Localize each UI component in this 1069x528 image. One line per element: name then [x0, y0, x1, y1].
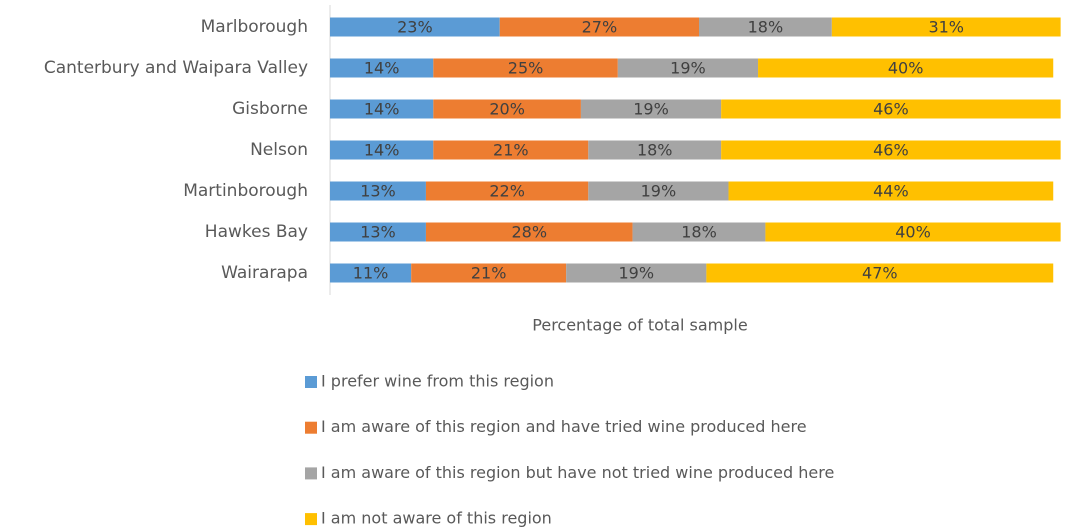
- legend-label: I am aware of this region but have not t…: [321, 463, 834, 482]
- legend-swatch: [305, 376, 317, 388]
- y-tick-label: Marlborough: [201, 17, 308, 37]
- data-label: 31%: [928, 18, 964, 37]
- data-label: 21%: [471, 264, 507, 283]
- data-label: 18%: [748, 18, 784, 37]
- bar-segment: [617, 58, 759, 78]
- y-tick-label: Martinborough: [183, 181, 308, 201]
- data-label: 14%: [364, 59, 400, 78]
- bar-segment: [411, 263, 567, 283]
- data-label: 46%: [873, 100, 909, 119]
- bar-segment: [330, 222, 426, 242]
- bar-segment: [632, 222, 766, 242]
- bar-segment: [425, 181, 589, 201]
- bar-segment: [425, 222, 633, 242]
- bar-segment: [499, 17, 699, 37]
- bar-segment: [706, 263, 1054, 283]
- legend-label: I am aware of this region and have tried…: [321, 417, 807, 436]
- bar-segment: [580, 99, 722, 119]
- data-label: 21%: [493, 141, 529, 160]
- bar-segment: [330, 17, 500, 37]
- data-label: 40%: [895, 223, 931, 242]
- data-label: 19%: [618, 264, 654, 283]
- data-label: 18%: [637, 141, 673, 160]
- bar-segment: [765, 222, 1061, 242]
- data-label: 19%: [633, 100, 669, 119]
- data-label: 28%: [511, 223, 547, 242]
- data-label: 18%: [681, 223, 717, 242]
- data-label: 13%: [360, 182, 396, 201]
- data-label: 14%: [364, 100, 400, 119]
- bar-segment: [699, 17, 832, 37]
- x-axis-title: Percentage of total sample: [532, 316, 747, 335]
- bar-segment: [831, 17, 1061, 37]
- data-label: 19%: [670, 59, 706, 78]
- data-label: 44%: [873, 182, 909, 201]
- y-tick-label: Hawkes Bay: [205, 222, 308, 242]
- data-label: 20%: [489, 100, 525, 119]
- bar-segment: [330, 99, 434, 119]
- data-label: 46%: [873, 141, 909, 160]
- bar-segment: [758, 58, 1054, 78]
- bar-segment: [433, 140, 589, 160]
- y-tick-label: Wairarapa: [221, 263, 308, 283]
- legend-swatch: [305, 513, 317, 526]
- data-label: 47%: [862, 264, 898, 283]
- bar-segment: [330, 181, 426, 201]
- bar-segment: [330, 58, 434, 78]
- data-label: 22%: [489, 182, 525, 201]
- bar-segment: [433, 99, 581, 119]
- bar-segment: [728, 181, 1054, 201]
- y-tick-label: Nelson: [250, 140, 308, 160]
- y-tick-label: Gisborne: [232, 99, 308, 119]
- legend-swatch: [305, 421, 317, 434]
- bar-segment: [721, 140, 1061, 160]
- data-label: 19%: [641, 182, 677, 201]
- data-label: 40%: [888, 59, 924, 78]
- data-label: 23%: [397, 18, 433, 37]
- data-label: 25%: [508, 59, 544, 78]
- data-label: 27%: [582, 18, 618, 37]
- bar-segment: [588, 140, 722, 160]
- data-label: 14%: [364, 141, 400, 160]
- bar-segment: [588, 181, 729, 201]
- bar-segment: [566, 263, 707, 283]
- y-tick-label: Canterbury and Waipara Valley: [44, 58, 308, 78]
- data-label: 13%: [360, 223, 396, 242]
- legend-label: I prefer wine from this region: [321, 372, 554, 391]
- bar-segment: [433, 58, 618, 78]
- data-label: 11%: [353, 264, 389, 283]
- legend-label: I am not aware of this region: [321, 509, 552, 528]
- bar-segment: [330, 140, 434, 160]
- bar-segment: [330, 263, 412, 283]
- bar-segment: [721, 99, 1061, 119]
- legend-swatch: [305, 467, 317, 480]
